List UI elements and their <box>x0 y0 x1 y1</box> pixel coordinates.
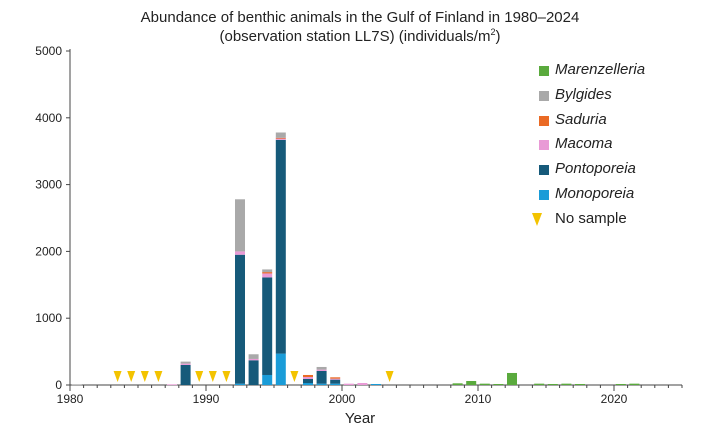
bar-saduria-1997 <box>303 374 313 377</box>
y-tick-label: 0 <box>55 378 62 392</box>
bar-macoma-1999 <box>330 378 341 380</box>
no-sample-marker-1990 <box>208 371 217 382</box>
bar-bylgides-2005 <box>411 383 422 385</box>
x-tick-label: 2010 <box>465 392 492 406</box>
bar-bylgides-1995 <box>275 132 286 138</box>
legend-label: Macoma <box>555 135 613 153</box>
bar-marenzelleria-2011 <box>493 383 504 385</box>
bar-marenzelleria-2010 <box>479 383 490 385</box>
legend-swatch <box>539 165 549 176</box>
legend-label: Marenzelleria <box>555 61 646 78</box>
no-sample-marker-1986 <box>154 371 163 382</box>
bar-saduria-1995 <box>275 137 286 139</box>
bar-marenzelleria-2017 <box>575 383 585 385</box>
title-line2-text: (observation station LL7S) (individuals/… <box>219 28 491 45</box>
bar-pontoporeia-1993 <box>248 360 259 385</box>
y-tick-label: 4000 <box>35 111 62 125</box>
x-tick-label: 1980 <box>57 392 84 406</box>
bar-macoma-1994 <box>262 273 273 278</box>
no-sample-marker-2003 <box>385 371 394 382</box>
x-tick-label: 2000 <box>329 392 356 406</box>
bar-bylgides-1994 <box>262 269 273 273</box>
bar-macoma-1995 <box>275 138 286 140</box>
bar-monoporeia-1999 <box>330 383 341 385</box>
title-line2-end: ) <box>495 28 501 45</box>
y-tick-label: 1000 <box>35 311 62 325</box>
no-sample-marker-1984 <box>127 371 136 382</box>
bar-bylgides-1993 <box>248 354 259 359</box>
no-sample-marker-1989 <box>195 371 204 382</box>
x-tick-label: 1990 <box>193 392 220 406</box>
x-tick-label: 2020 <box>601 392 628 406</box>
bar-pontoporeia-1997 <box>303 378 313 383</box>
bar-marenzelleria-2012 <box>507 372 517 385</box>
title-line2-sup: 2 <box>490 27 496 37</box>
bar-macoma-1992 <box>235 251 245 255</box>
no-sample-marker-1991 <box>222 371 231 382</box>
no-sample-marker-1983 <box>113 371 122 382</box>
y-tick-label: 3000 <box>35 178 62 192</box>
no-sample-icon <box>532 212 542 226</box>
legend-label: Bylgides <box>555 85 612 103</box>
legend-label: Pontoporeia <box>555 160 636 178</box>
bar-macoma-2001 <box>357 382 368 385</box>
bar-bylgides-1988 <box>180 361 191 364</box>
chart-title-line1: Abundance of benthic animals in the Gulf… <box>140 9 580 26</box>
bar-monoporeia-1992 <box>235 383 245 385</box>
bar-macoma-1998 <box>316 369 327 371</box>
bar-pontoporeia-1994 <box>262 277 273 375</box>
bar-monoporeia-1995 <box>275 353 286 385</box>
bar-macoma-1993 <box>248 358 259 361</box>
legend-label-no-sample: No sample <box>555 209 627 227</box>
no-sample-marker-1996 <box>290 371 299 382</box>
legend-swatch <box>539 189 549 200</box>
bar-macoma-1997 <box>303 376 313 379</box>
bar-bylgides-1980 <box>71 384 82 386</box>
bar-monoporeia-1998 <box>316 383 327 385</box>
no-sample-glyph <box>532 212 542 226</box>
legend-swatch <box>539 66 549 76</box>
legend-label: Monoporeia <box>555 184 635 202</box>
bar-marenzelleria-2009 <box>466 380 477 385</box>
bar-marenzelleria-2021 <box>629 383 640 385</box>
legend-swatch <box>539 140 549 151</box>
y-tick-label: 5000 <box>35 44 62 58</box>
bar-macoma-2000 <box>343 383 354 385</box>
x-axis-label: Year <box>344 410 376 427</box>
legend-swatch <box>539 115 549 126</box>
bar-pontoporeia-1995 <box>275 139 286 354</box>
bar-macoma-1987 <box>167 384 177 386</box>
bar-marenzelleria-2008 <box>452 383 463 385</box>
bar-bylgides-1998 <box>316 366 327 370</box>
bar-monoporeia-2002 <box>371 383 381 385</box>
bar-pontoporeia-1998 <box>316 370 327 384</box>
bar-saduria-1994 <box>262 272 273 274</box>
bar-marenzelleria-2015 <box>547 383 558 385</box>
legend-swatch <box>539 90 549 101</box>
bar-pontoporeia-1999 <box>330 379 341 384</box>
bar-saduria-1999 <box>330 377 341 379</box>
bar-monoporeia-1997 <box>303 382 313 385</box>
bar-marenzelleria-2020 <box>615 383 626 385</box>
y-tick-label: 2000 <box>35 244 62 258</box>
bar-monoporeia-1994 <box>262 374 273 385</box>
bar-marenzelleria-2014 <box>534 383 545 385</box>
legend-label: Saduria <box>555 110 607 128</box>
bar-pontoporeia-1988 <box>180 364 191 385</box>
bar-pontoporeia-1992 <box>235 254 245 384</box>
bar-macoma-1988 <box>180 363 191 365</box>
no-sample-marker-1985 <box>140 371 149 382</box>
chart-title-line2: (observation station LL7S) (individuals/… <box>0 27 720 45</box>
bar-bylgides-1992 <box>235 199 245 252</box>
bar-marenzelleria-2016 <box>561 383 572 385</box>
